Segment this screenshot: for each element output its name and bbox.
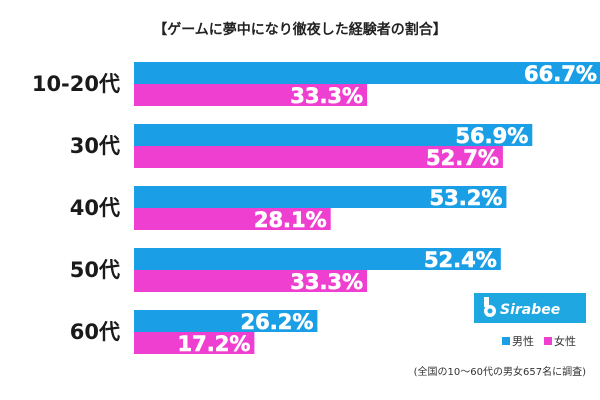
value-label: 66.7% [524,62,597,86]
bar-male [134,124,533,146]
bar-male [134,248,501,270]
bar-male [134,310,318,332]
bar-female [134,332,255,354]
category-label: 10-20代 [32,72,120,96]
value-label: 52.4% [424,248,497,272]
value-label: 28.1% [254,208,327,232]
legend-swatch [502,337,510,345]
value-label: 17.2% [178,332,251,356]
brand-name: Sirabee [500,302,560,318]
bar-male [134,62,600,84]
category-labels: 10-20代 30代 40代 50代 60代 [32,72,120,344]
value-label: 56.9% [455,124,528,148]
category-label: 60代 [70,320,120,344]
legend: 男性 女性 [502,334,576,348]
chart-note: (全国の10～60代の男女657名に調査) [414,365,586,378]
bar-female [134,270,368,292]
bar-female [134,208,331,230]
bar-female [134,84,368,106]
sirabee-logo-icon [484,297,496,317]
legend-label: 女性 [554,334,576,348]
value-label: 33.3% [290,84,363,108]
value-labels: 66.7% 33.3% 56.9%52.7% 53.2% 28.1% 52.4% 33.3%… [177,62,597,357]
value-label: 52.7% [426,146,499,170]
bar-male [134,186,507,208]
legend-swatch [544,337,552,345]
bars [134,62,600,354]
bar-female [134,146,503,168]
category-label: 50代 [70,258,120,282]
value-label: 26.2% [241,310,314,334]
category-label: 30代 [70,134,120,158]
chart-title: 【ゲームに夢中になり徹夜した経験者の割合】 [153,21,447,38]
category-label: 40代 [70,196,120,220]
value-label: 53.2% [430,186,503,210]
brand-logo: Sirabee [474,293,586,323]
legend-label: 男性 [512,334,534,348]
value-label: 33.3% [290,270,363,294]
